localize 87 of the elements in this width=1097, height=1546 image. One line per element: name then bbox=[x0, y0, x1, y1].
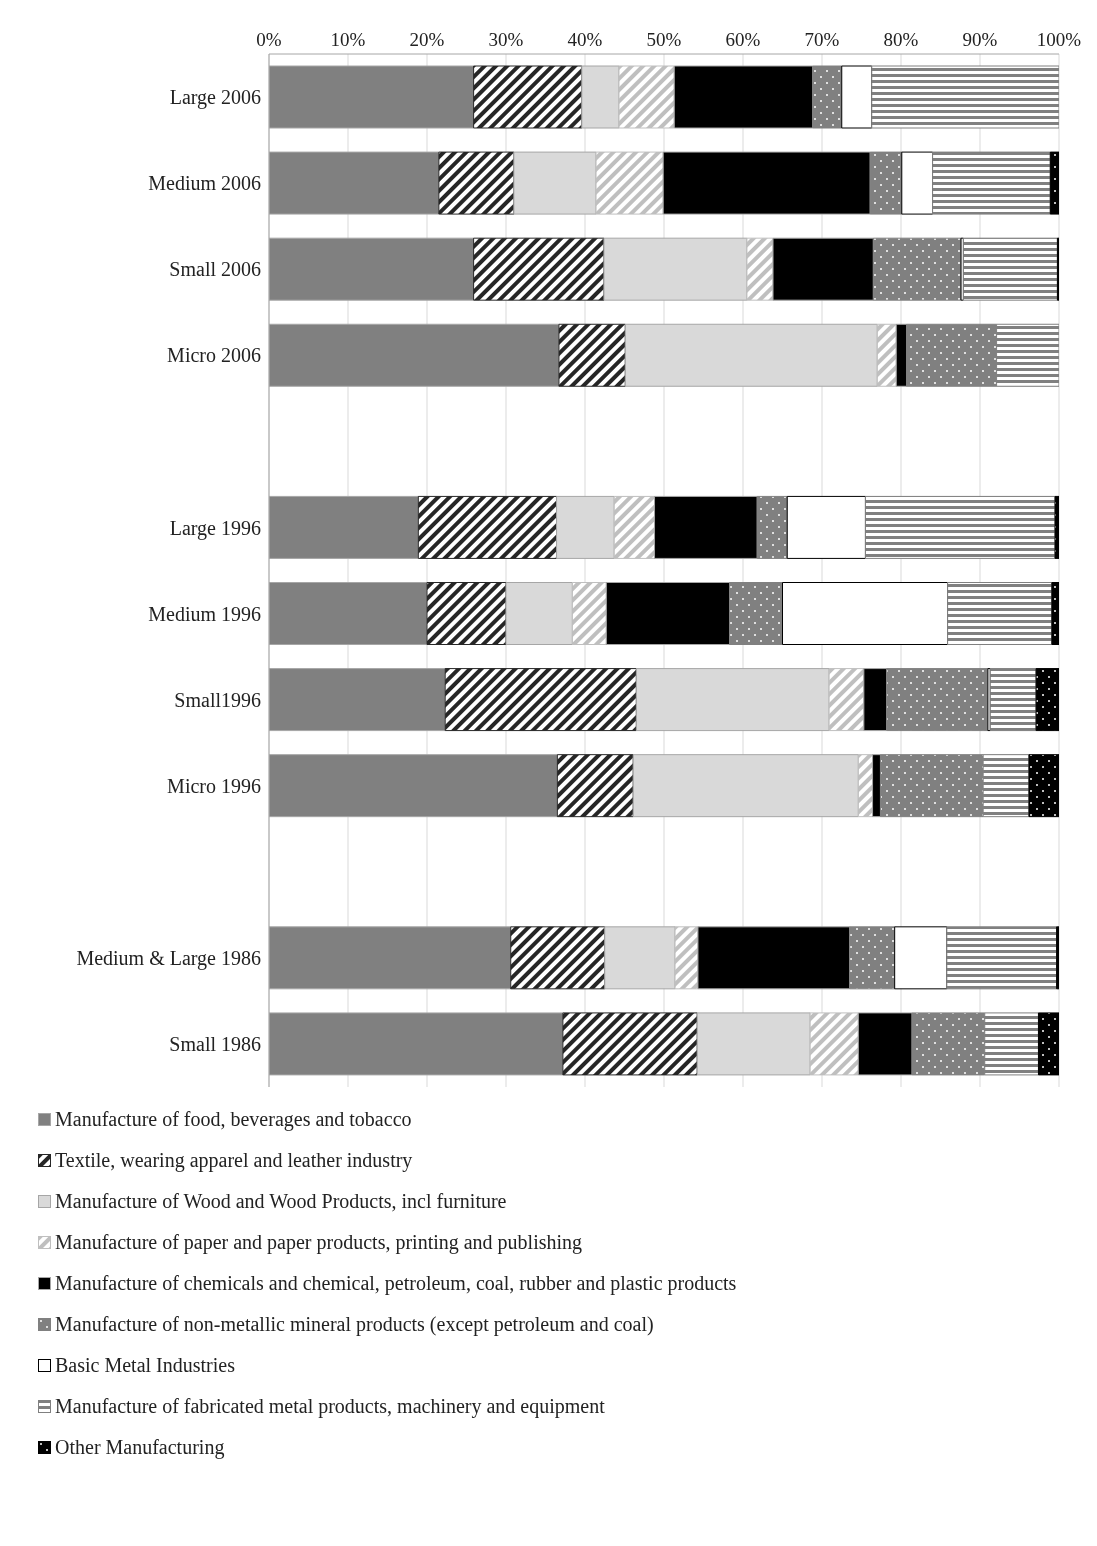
bar bbox=[729, 582, 783, 645]
bar bbox=[558, 323, 626, 387]
y-tick-label: Medium & Large 1986 bbox=[76, 946, 261, 970]
bar bbox=[697, 926, 851, 990]
bar bbox=[1037, 1012, 1059, 1076]
bar bbox=[673, 65, 814, 129]
x-tick-label: 10% bbox=[330, 29, 366, 50]
y-tick-label: Small 2006 bbox=[169, 258, 261, 281]
x-tick-label: 100% bbox=[1036, 29, 1082, 50]
x-tick-label: 50% bbox=[646, 29, 682, 50]
legend-label: Textile, wearing apparel and leather industry bbox=[55, 1149, 413, 1172]
bar bbox=[886, 668, 989, 732]
y-tick-label: Large 2006 bbox=[169, 86, 261, 110]
y-tick-label: Small1996 bbox=[174, 688, 261, 711]
bar bbox=[746, 237, 774, 301]
x-tick-label: 60% bbox=[725, 29, 761, 50]
bar bbox=[613, 495, 656, 559]
bar bbox=[863, 668, 888, 732]
bar bbox=[841, 65, 873, 129]
y-tick-label: Medium 2006 bbox=[148, 172, 261, 195]
bar bbox=[1054, 495, 1059, 559]
bar bbox=[962, 237, 1058, 301]
bar bbox=[932, 151, 1051, 215]
bar bbox=[562, 1012, 698, 1076]
bar bbox=[674, 926, 699, 990]
x-tick-label: 40% bbox=[567, 29, 603, 50]
legend-label: Basic Metal Industries bbox=[55, 1354, 235, 1377]
legend-label: Manufacture of non-metallic mineral products (except petroleum and coal) bbox=[55, 1313, 654, 1336]
x-tick-label: 80% bbox=[883, 29, 919, 50]
bar bbox=[618, 65, 675, 129]
x-tick-label: 0% bbox=[256, 29, 282, 50]
bar bbox=[1049, 151, 1059, 215]
bar bbox=[872, 754, 881, 818]
bar bbox=[595, 151, 664, 215]
bar bbox=[894, 926, 948, 990]
y-tick-label: Medium 1996 bbox=[148, 602, 261, 625]
bar bbox=[1051, 582, 1059, 645]
bar bbox=[571, 582, 607, 645]
bar bbox=[828, 668, 865, 732]
bar bbox=[812, 65, 843, 129]
bar bbox=[654, 495, 758, 559]
y-tick-label: Large 1996 bbox=[169, 516, 261, 540]
bar bbox=[987, 668, 991, 732]
bar bbox=[1035, 668, 1059, 732]
x-tick-label: 20% bbox=[409, 29, 445, 50]
legend-label: Manufacture of paper and paper products, printing and publishing bbox=[55, 1231, 583, 1254]
bar bbox=[960, 237, 964, 301]
bar bbox=[876, 323, 897, 387]
legend-label: Manufacture of food, beverages and tobacco bbox=[55, 1108, 412, 1131]
legend-label: Manufacture of Wood and Wood Products, incl furniture bbox=[55, 1190, 507, 1213]
bar bbox=[772, 237, 874, 301]
bar bbox=[510, 926, 606, 990]
y-tick-label: Small 1986 bbox=[169, 1033, 261, 1056]
x-tick-label: 70% bbox=[804, 29, 840, 50]
bar bbox=[869, 151, 903, 215]
bar bbox=[426, 582, 507, 645]
bar bbox=[946, 926, 1058, 990]
bar bbox=[473, 65, 583, 129]
bar bbox=[857, 754, 874, 818]
bar bbox=[871, 65, 1059, 129]
y-tick-label: Micro 2006 bbox=[167, 344, 261, 367]
bar bbox=[605, 582, 731, 645]
x-tick-label: 30% bbox=[488, 29, 524, 50]
bar bbox=[1056, 926, 1059, 990]
legend-label: Manufacture of fabricated metal products, machinery and equipment bbox=[55, 1395, 605, 1418]
bar bbox=[872, 237, 962, 301]
bar bbox=[662, 151, 871, 215]
legend-label: Other Manufacturing bbox=[55, 1436, 225, 1459]
bar bbox=[989, 668, 1037, 732]
bar bbox=[756, 495, 788, 559]
y-tick-label: Micro 1996 bbox=[167, 774, 261, 797]
bar bbox=[444, 668, 637, 732]
bar bbox=[864, 495, 1056, 559]
bar bbox=[857, 1012, 913, 1076]
bar bbox=[417, 495, 558, 559]
bar bbox=[809, 1012, 859, 1076]
x-tick-label: 90% bbox=[962, 29, 998, 50]
bar bbox=[473, 237, 605, 301]
bar bbox=[901, 151, 934, 215]
bar bbox=[1028, 754, 1059, 818]
bar bbox=[849, 926, 896, 990]
bar bbox=[438, 151, 515, 215]
legend-label: Manufacture of chemicals and chemical, petroleum, coal, rubber and plastic products bbox=[55, 1272, 737, 1295]
bar bbox=[782, 582, 949, 645]
bar bbox=[786, 495, 866, 559]
bar bbox=[556, 754, 634, 818]
bar bbox=[947, 582, 1053, 645]
